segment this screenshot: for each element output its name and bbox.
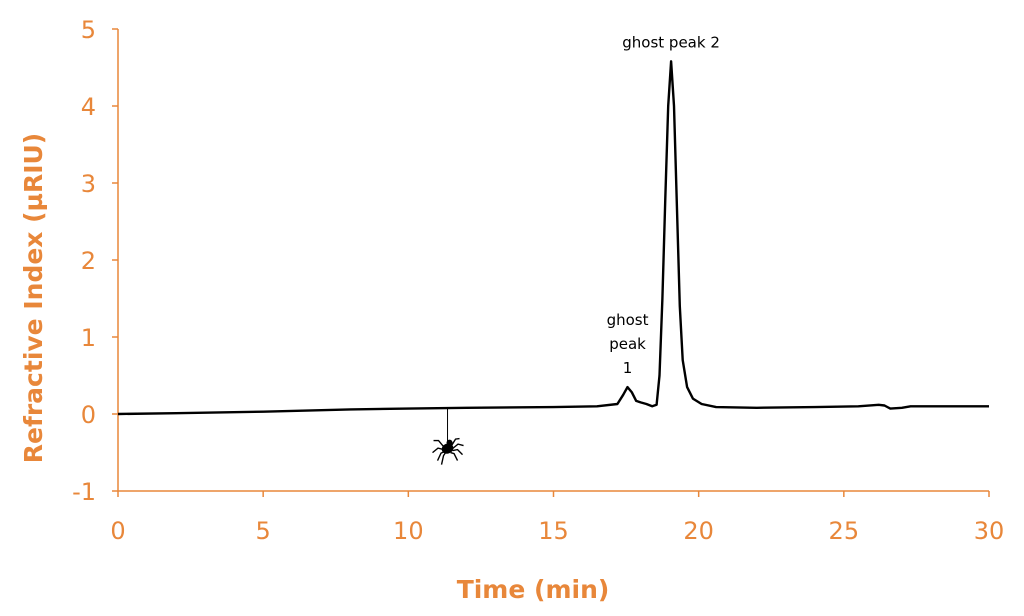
spider-leg: [452, 443, 464, 450]
y-tick-label: 3: [81, 170, 96, 198]
x-tick-label: 30: [974, 517, 1005, 545]
annotation-label: ghost peak 2: [622, 33, 720, 51]
spider-body: [432, 437, 464, 465]
series-line: [117, 60, 989, 416]
x-tick-label: 5: [256, 517, 271, 545]
y-tick-label: 2: [81, 247, 96, 275]
spider-head: [446, 439, 453, 446]
spider-leg: [432, 447, 444, 454]
axes: [112, 28, 990, 497]
y-tick-label: 4: [81, 93, 96, 121]
annotations: ghost peak 1 ghost peak 2: [607, 33, 720, 377]
annotation-label: 1: [623, 359, 633, 377]
spider-icon: [432, 408, 464, 465]
tick-labels: -1 0 1 2 3 4 5 0 5 10 15 20 25 30: [72, 16, 1004, 545]
y-axis-label: Refractive Index (µRIU): [19, 133, 48, 463]
x-tick-label: 15: [538, 517, 569, 545]
spider-leg: [450, 437, 460, 446]
x-axis-label: Time (min): [457, 575, 610, 604]
x-tick-label: 20: [683, 517, 714, 545]
spider-leg: [452, 448, 464, 456]
spider-leg: [440, 452, 447, 465]
spider-leg: [433, 439, 445, 448]
spider-abdomen: [441, 443, 454, 454]
y-tick-label: 5: [81, 16, 96, 44]
x-tick-label: 10: [393, 517, 424, 545]
annotation-label: peak: [609, 335, 646, 353]
spider-leg: [436, 450, 445, 461]
x-tick-label: 0: [110, 517, 125, 545]
annotation-label: ghost: [607, 311, 649, 329]
spider-leg: [450, 451, 459, 461]
x-tick-label: 25: [829, 517, 860, 545]
y-tick-label: 0: [81, 401, 96, 429]
y-tick-label: -1: [72, 478, 96, 506]
y-tick-label: 1: [81, 324, 96, 352]
